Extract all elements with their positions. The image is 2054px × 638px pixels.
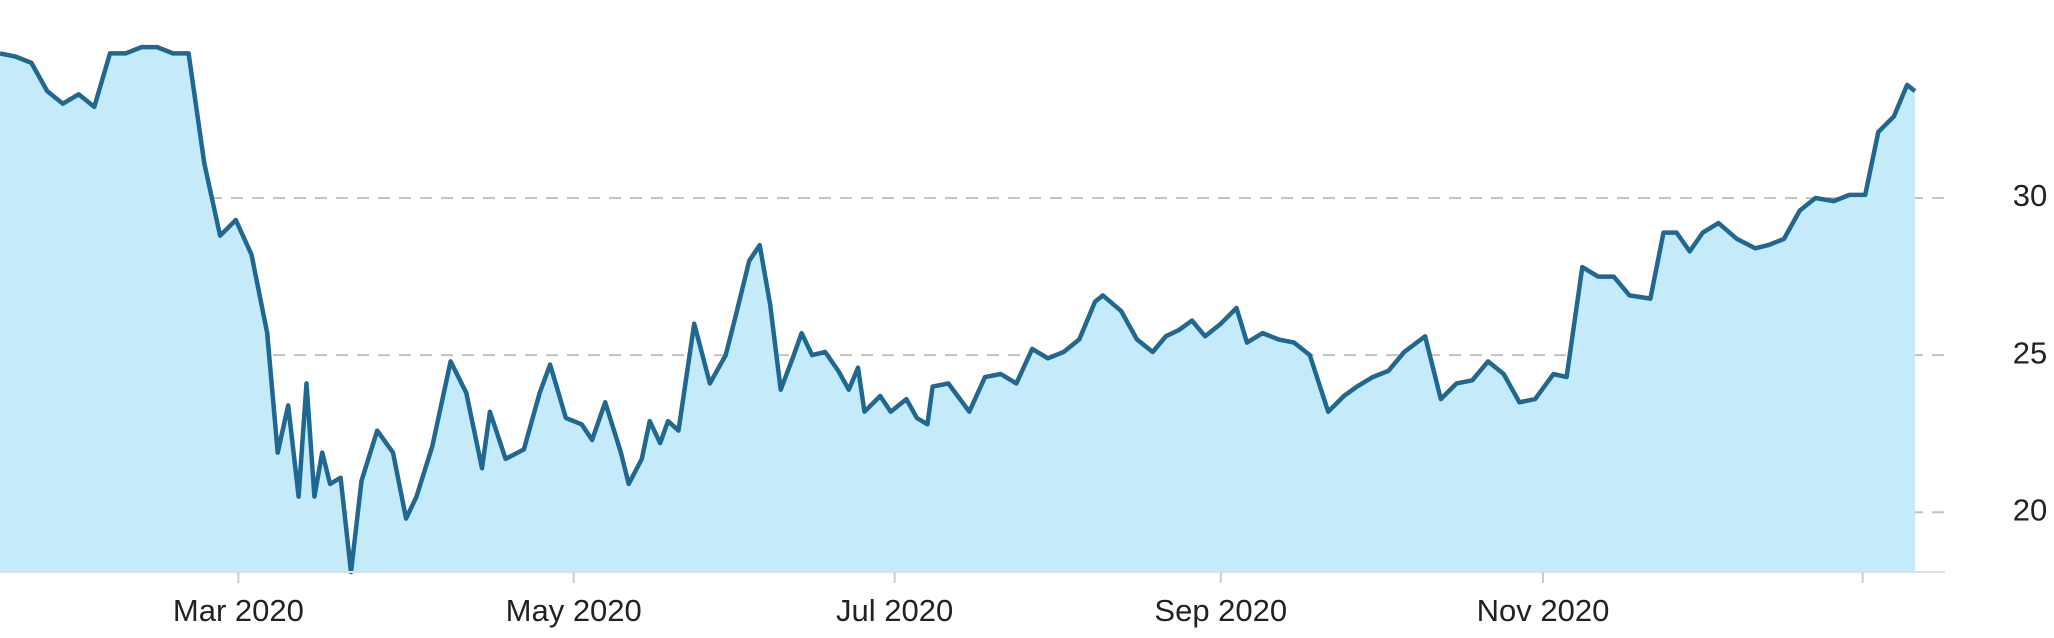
price-line (0, 44, 1917, 575)
y-tick-label: 25 (2013, 335, 2047, 370)
x-tick-label: Nov 2020 (1477, 593, 1610, 628)
x-tick-label: Mar 2020 (173, 593, 304, 628)
x-tick-label: Jul 2020 (836, 593, 953, 628)
y-tick-label: 30 (2013, 178, 2047, 213)
x-tick-label: May 2020 (506, 593, 642, 628)
area-fill (0, 47, 1915, 573)
y-tick-label: 20 (2013, 492, 2047, 527)
x-tick-label: Sep 2020 (1154, 593, 1287, 628)
